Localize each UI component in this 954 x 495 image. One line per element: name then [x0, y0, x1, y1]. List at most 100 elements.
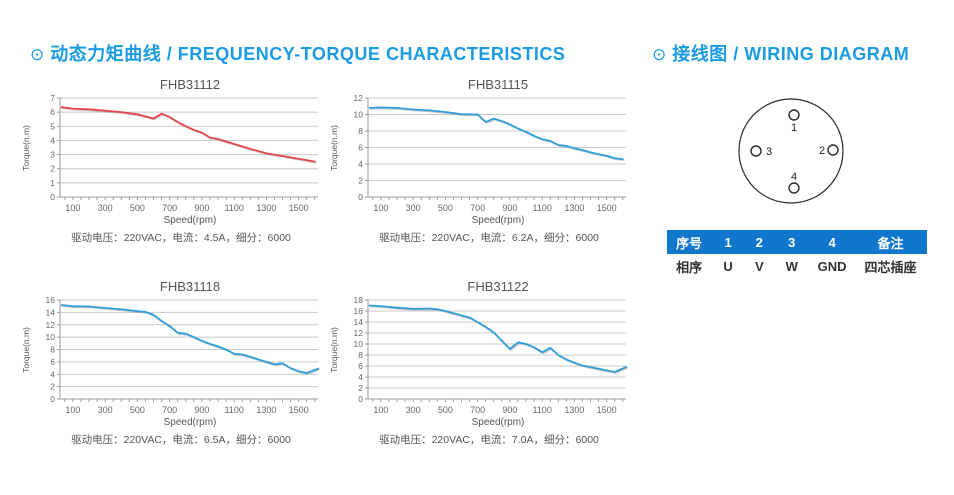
x-tick-label: 900 — [502, 203, 517, 213]
torque-chart-svg: Torque(n.m) 0 1 2 3 4 5 6 7 100 300 500 700 900 1100 1… — [21, 93, 318, 213]
x-tick-label: 1500 — [597, 203, 617, 213]
y-tick-label: 0 — [50, 192, 55, 202]
y-tick-label: 12 — [46, 320, 56, 330]
table-cell: V — [754, 258, 764, 274]
y-tick-label: 4 — [358, 372, 363, 382]
y-tick-label: 14 — [46, 307, 56, 317]
torque-curve — [368, 304, 627, 373]
x-tick-label: 100 — [373, 203, 388, 213]
y-tick-label: 10 — [354, 339, 364, 349]
y-tick-label: 6 — [50, 357, 55, 367]
y-tick-label: 6 — [358, 143, 363, 153]
y-tick-label: 4 — [50, 135, 55, 145]
y-axis-label: Torque(n.m) — [329, 327, 339, 373]
y-tick-label: 5 — [50, 121, 55, 131]
y-axis-label: Torque(n.m) — [329, 125, 339, 171]
x-tick-label: 100 — [373, 405, 388, 415]
y-tick-label: 2 — [358, 383, 363, 393]
x-tick-label: 300 — [406, 203, 421, 213]
header-cell: 4 — [828, 234, 836, 250]
pin-1-hole — [788, 109, 800, 121]
frequency-torque-section-heading: ⊙ 动态力矩曲线 / FREQUENCY-TORQUE CHARACTERISTI… — [30, 40, 565, 66]
header-cell: 2 — [755, 234, 763, 250]
x-axis-label: Speed(rpm) — [471, 215, 525, 226]
table-cell: 四芯插座 — [864, 259, 917, 275]
x-tick-label: 1500 — [289, 203, 309, 213]
chart-fhb31118: FHB31118 Torque(n.m) 0 2 4 6 8 10 12 14 16 100 300… — [20, 280, 322, 447]
y-tick-label: 6 — [358, 361, 363, 371]
x-tick-label: 1300 — [564, 203, 584, 213]
y-tick-label: 16 — [46, 295, 56, 305]
wiring-table-data-row: 相序 U V W GND 四芯插座 — [667, 254, 927, 278]
x-tick-label: 500 — [438, 405, 453, 415]
pin-1-label: 1 — [791, 122, 797, 134]
x-tick-label: 1100 — [224, 405, 243, 415]
y-tick-label: 8 — [358, 126, 363, 136]
x-tick-label: 300 — [406, 405, 421, 415]
y-tick-label: 2 — [358, 176, 363, 186]
torque-chart-svg: Torque(n.m) 0 2 4 6 8 10 12 14 16 100 300 500 700 900… — [21, 295, 319, 415]
y-tick-label: 3 — [50, 150, 55, 160]
y-tick-label: 0 — [358, 394, 363, 404]
chart-fhb31115: FHB31115 Torque(n.m) 0 2 4 6 8 10 12 100 300 500 7… — [328, 78, 630, 245]
y-tick-label: 8 — [50, 345, 55, 355]
header-cell: 序号 — [676, 235, 703, 251]
chart-caption: 驱动电压：220VAC，电流：6.2A，细分：6000 — [379, 232, 599, 244]
y-tick-label: 12 — [354, 328, 364, 338]
table-cell: GND — [817, 258, 847, 274]
torque-curve — [368, 106, 624, 160]
chart-fhb31112: FHB31112 Torque(n.m) 0 1 2 3 4 5 6 7 100 300 500 70… — [20, 78, 322, 245]
chart-caption: 驱动电压：220VAC，电流：4.5A，细分：6000 — [71, 232, 291, 244]
x-tick-label: 1100 — [224, 203, 243, 213]
wiring-section-heading: ⊙ 接线图 / WIRING DIAGRAM — [652, 40, 909, 66]
pin-4-hole — [788, 182, 800, 194]
x-tick-label: 1300 — [256, 203, 276, 213]
y-axis-label: Torque(n.m) — [21, 125, 31, 171]
y-tick-label: 8 — [358, 350, 363, 360]
y-tick-label: 2 — [50, 164, 55, 174]
y-tick-label: 2 — [50, 382, 55, 392]
y-tick-label: 0 — [358, 192, 363, 202]
section-heading-text: 动态力矩曲线 / FREQUENCY-TORQUE CHARACTERISTIC… — [50, 44, 566, 64]
x-tick-label: 100 — [65, 405, 80, 415]
chart-title: FHB31122 — [467, 279, 529, 294]
table-cell: U — [723, 258, 733, 274]
table-cell: W — [785, 258, 798, 274]
y-tick-label: 4 — [358, 159, 363, 169]
y-tick-label: 4 — [50, 369, 55, 379]
x-tick-label: 500 — [438, 203, 453, 213]
header-cell: 1 — [724, 234, 732, 250]
chart-title: FHB31112 — [159, 77, 221, 92]
y-tick-label: 0 — [50, 394, 55, 404]
y-tick-label: 10 — [46, 332, 56, 342]
y-tick-label: 18 — [354, 295, 364, 305]
x-tick-label: 300 — [98, 203, 113, 213]
chart-caption: 驱动电压：220VAC，电流：7.0A，细分：6000 — [379, 434, 599, 446]
table-cell: 相序 — [676, 259, 703, 275]
x-tick-label: 1100 — [532, 405, 551, 415]
x-tick-label: 1500 — [289, 405, 309, 415]
chart-caption: 驱动电压：220VAC，电流：6.5A，细分：6000 — [71, 434, 291, 446]
y-axis-label: Torque(n.m) — [21, 327, 31, 373]
x-tick-label: 500 — [130, 405, 145, 415]
x-tick-label: 700 — [162, 405, 177, 415]
pin-2-hole — [827, 144, 839, 156]
pin-3-label: 3 — [766, 146, 772, 158]
bullet-circle-icon: ⊙ — [30, 45, 45, 64]
pin-4-label: 4 — [791, 171, 797, 183]
y-tick-label: 14 — [354, 317, 364, 327]
x-tick-label: 300 — [98, 405, 113, 415]
x-tick-label: 900 — [502, 405, 517, 415]
y-tick-label: 10 — [354, 110, 364, 120]
y-tick-label: 12 — [354, 93, 364, 103]
x-axis-label: Speed(rpm) — [163, 215, 217, 226]
chart-title: FHB31115 — [467, 77, 529, 92]
chart-title: FHB31118 — [159, 279, 221, 294]
section-heading-text: 接线图 / WIRING DIAGRAM — [672, 44, 910, 64]
connector-diagram: 1 2 3 4 — [738, 98, 844, 204]
connector-shell — [738, 98, 844, 204]
y-tick-label: 16 — [354, 306, 364, 316]
x-tick-label: 1500 — [597, 405, 617, 415]
